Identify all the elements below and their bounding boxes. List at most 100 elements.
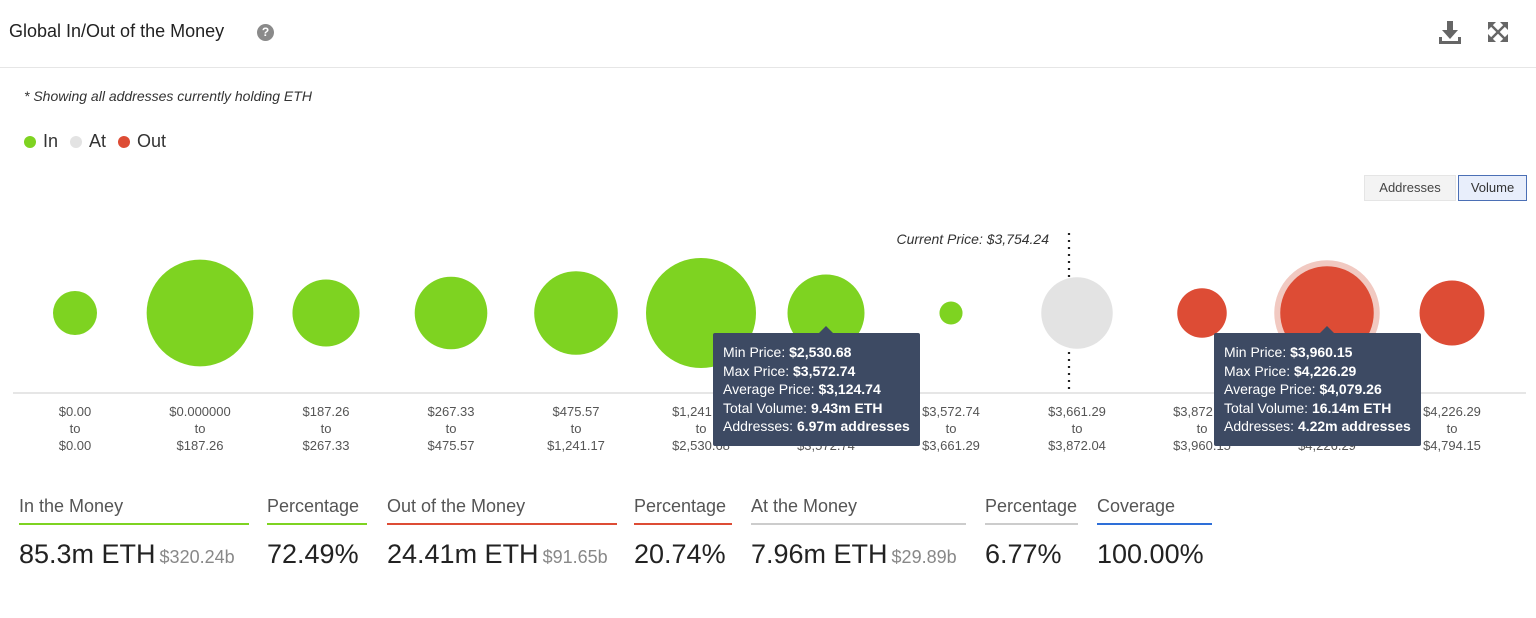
tooltip-row: Total Volume: 16.14m ETH [1224, 399, 1411, 418]
tick-label-0-2: $0.00 [59, 438, 92, 453]
tick-label-11-1: to [1447, 421, 1458, 436]
tooltip-row: Min Price: $2,530.68 [723, 343, 910, 362]
tick-label-4-2: $1,241.17 [547, 438, 605, 453]
tooltip-row-label: Min Price: [1224, 344, 1291, 360]
tooltip-row-value: $3,124.74 [818, 381, 881, 397]
download-icon[interactable] [1438, 20, 1462, 46]
tooltip-row-label: Addresses: [723, 418, 797, 434]
tick-label-11-2: $4,794.15 [1423, 438, 1481, 453]
tick-label-7-1: to [946, 421, 957, 436]
stat-0: In the Money 85.3m ETH $320.24b [19, 496, 249, 570]
tick-label-2-2: $267.33 [303, 438, 350, 453]
tooltip-row-value: 4.22m addresses [1297, 418, 1411, 434]
tooltip-1: Min Price: $3,960.15 Max Price: $4,226.29… [1214, 326, 1421, 446]
stat-label: In the Money [19, 496, 249, 525]
tick-label-1-0: $0.000000 [169, 404, 230, 419]
bubble-11[interactable] [1419, 280, 1485, 346]
addresses-toggle-button[interactable]: Addresses [1364, 175, 1456, 201]
tooltip-row: Average Price: $4,079.26 [1224, 380, 1411, 399]
bubble-7[interactable] [939, 301, 963, 325]
tooltip-arrow [819, 326, 833, 333]
tooltip-row-label: Total Volume: [723, 399, 811, 416]
bubble-3[interactable] [414, 276, 488, 350]
tooltip-row-label: Average Price: [723, 381, 819, 397]
tick-label-1-2: $187.26 [177, 438, 224, 453]
volume-toggle-button[interactable]: Volume [1458, 175, 1527, 201]
tick-label-0-1: to [70, 421, 81, 436]
tooltip-row-label: Max Price: [723, 362, 794, 379]
tick-label-7-2: $3,661.29 [922, 438, 980, 453]
tooltip-0: Min Price: $2,530.68 Max Price: $3,572.74… [713, 326, 920, 446]
tooltip-row: Average Price: $3,124.74 [723, 380, 910, 399]
tooltip-row-value: 9.43m ETH [810, 399, 883, 416]
tooltip-row-label: Max Price: [1224, 362, 1295, 379]
tooltip-row-value: 6.97m addresses [796, 418, 910, 434]
stat-3: Percentage 20.74% [634, 496, 732, 570]
current-price-label: Current Price: $3,754.24 [896, 231, 1049, 247]
tooltip-row: Max Price: $4,226.29 [1224, 362, 1411, 381]
stat-label: Percentage [267, 496, 367, 525]
tick-label-3-1: to [446, 421, 457, 436]
tooltip-row-value: $3,960.15 [1290, 344, 1353, 360]
stat-label: Out of the Money [387, 496, 617, 525]
stat-label: Coverage [1097, 496, 1212, 525]
legend-item-in[interactable]: In [24, 131, 58, 152]
tooltip-arrow [1320, 326, 1334, 333]
legend-label-out: Out [137, 131, 167, 151]
legend-item-at[interactable]: At [70, 131, 106, 152]
bubble-0[interactable] [53, 291, 97, 335]
tooltip-row: Min Price: $3,960.15 [1224, 343, 1411, 362]
tooltip-row-label: Total Volume: [1224, 399, 1312, 416]
stat-value-main: 6.77% [985, 539, 1062, 569]
bubble-1[interactable] [146, 259, 254, 367]
bubble-2[interactable] [292, 279, 360, 347]
tooltip-row-value: $2,530.68 [789, 344, 852, 360]
tick-label-8-1: to [1072, 421, 1083, 436]
tick-label-8-0: $3,661.29 [1048, 404, 1106, 419]
stat-value: 24.41m ETH $91.65b [387, 539, 617, 570]
stat-label: Percentage [985, 496, 1078, 525]
stat-label: Percentage [634, 496, 732, 525]
expand-icon[interactable] [1487, 21, 1509, 43]
stat-value-usd: $320.24b [159, 547, 235, 567]
legend-label-at: At [89, 131, 107, 151]
holding-note: * Showing all addresses currently holdin… [24, 88, 312, 104]
stat-value-main: 72.49% [267, 539, 359, 569]
tick-label-4-0: $475.57 [553, 404, 600, 419]
tooltip-row-value: $3,572.74 [793, 362, 856, 379]
tick-label-2-0: $187.26 [303, 404, 350, 419]
tick-label-9-1: to [1197, 421, 1208, 436]
legend-dot-in [24, 135, 36, 148]
tick-label-3-0: $267.33 [428, 404, 475, 419]
legend-dot-out [118, 135, 131, 148]
stat-6: Coverage 100.00% [1097, 496, 1212, 570]
tick-label-2-1: to [321, 421, 332, 436]
bubble-8[interactable] [1041, 277, 1113, 349]
stat-4: At the Money 7.96m ETH $29.89b [751, 496, 966, 570]
stat-value-usd: $29.89b [891, 547, 957, 567]
stat-value: 7.96m ETH $29.89b [751, 539, 966, 570]
question-circle-icon[interactable]: ? [257, 24, 274, 41]
widget-title: Global In/Out of the Money [9, 21, 225, 41]
tick-label-8-2: $3,872.04 [1048, 438, 1106, 453]
stat-value: 6.77% [985, 539, 1078, 570]
tick-label-5-1: to [696, 421, 707, 436]
tooltip-row-value: $4,079.26 [1319, 381, 1382, 397]
tooltip-row-label: Average Price: [1224, 381, 1320, 397]
stat-value-main: 20.74% [634, 539, 726, 569]
legend-item-out[interactable]: Out [118, 131, 166, 152]
bubble-6[interactable] [787, 274, 865, 352]
stat-label: At the Money [751, 496, 966, 525]
tick-label-3-2: $475.57 [428, 438, 475, 453]
stat-value: 72.49% [267, 539, 367, 570]
legend-label-in: In [43, 131, 59, 151]
stat-2: Out of the Money 24.41m ETH $91.65b [387, 496, 617, 570]
widget-header: Global In/Out of the Money ? [0, 0, 1536, 68]
stat-value-main: 7.96m ETH [751, 539, 888, 569]
bubble-9[interactable] [1177, 288, 1227, 338]
tooltip-row: Total Volume: 9.43m ETH [723, 399, 910, 418]
tick-label-7-0: $3,572.74 [922, 404, 980, 419]
bubble-4[interactable] [534, 271, 618, 355]
tooltip-row: Addresses: 4.22m addresses [1224, 417, 1411, 436]
tick-label-1-1: to [195, 421, 206, 436]
